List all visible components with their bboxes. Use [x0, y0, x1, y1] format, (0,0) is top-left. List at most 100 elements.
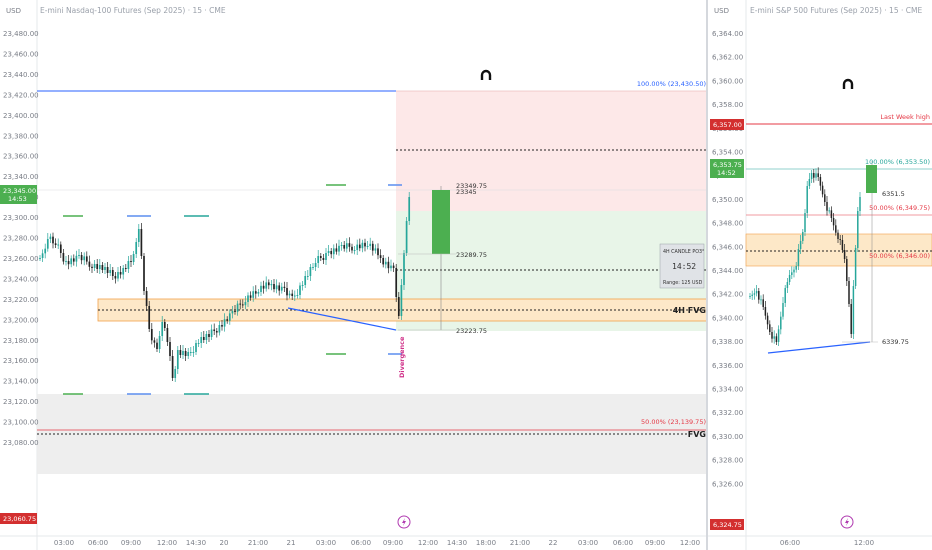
divergence-label: Divergence: [398, 336, 406, 378]
svg-text:6,324.75: 6,324.75: [713, 521, 742, 529]
candle-body: [387, 261, 390, 269]
candle-body: [808, 179, 811, 186]
left-chart-pane[interactable]: USD E-mini Nasdaq-100 Futures (Sep 2025)…: [0, 0, 706, 550]
candle-body: [788, 275, 791, 282]
candle-body: [405, 221, 408, 253]
candle-body: [124, 268, 127, 269]
right-time-axis[interactable]: 06:00 12:00: [780, 539, 874, 547]
price-tick: 23,160.00: [3, 357, 39, 365]
sp-magnet-icon[interactable]: [842, 78, 854, 89]
price-tick: 6,336.00: [712, 362, 743, 370]
candle-body: [830, 210, 833, 218]
time-tick: 22: [549, 539, 558, 547]
price-tick: 23,340.00: [3, 173, 39, 181]
svg-text:23,345.00: 23,345.00: [3, 187, 36, 195]
lightning-event-icon[interactable]: [397, 515, 411, 529]
candle-body: [782, 303, 784, 317]
4h-fvg-label: 4H FVG: [673, 306, 706, 315]
candle-body: [75, 255, 78, 262]
candle-body: [184, 351, 187, 356]
magnet-icon[interactable]: [480, 69, 492, 80]
candle-body: [771, 332, 773, 339]
candle-body: [106, 267, 109, 273]
right-last-price-badge: 6,353.75 14:52: [710, 159, 744, 178]
price-tick: 23,300.00: [3, 214, 39, 222]
time-tick: 14:30: [447, 539, 467, 547]
candle-body: [67, 261, 70, 265]
candle-body: [826, 202, 828, 211]
candle-body: [288, 293, 291, 296]
candle-body: [395, 268, 398, 297]
candle-body: [309, 267, 312, 276]
pane-divider[interactable]: [706, 0, 708, 550]
price-tick: 6,358.00: [712, 101, 743, 109]
price-tick: 23,200.00: [3, 316, 39, 324]
candle-body: [254, 291, 257, 294]
candle-body: [377, 248, 379, 256]
candle-body: [213, 329, 216, 331]
po3-high-label: 23349.75: [456, 182, 487, 190]
candle-body: [72, 258, 75, 262]
time-tick: 14:30: [186, 539, 206, 547]
nasdaq-chart[interactable]: USD E-mini Nasdaq-100 Futures (Sep 2025)…: [0, 0, 706, 550]
left-time-axis[interactable]: 03:00 06:00 09:00 12:00 14:30 20 21:00 21 03:00 0…: [54, 539, 700, 547]
sp500-candles: [749, 167, 861, 346]
time-tick: 21: [287, 539, 296, 547]
candle-body: [325, 253, 327, 260]
candle-body: [837, 232, 839, 239]
candle-body: [257, 292, 260, 294]
candle-body: [854, 248, 857, 286]
candle-body: [187, 352, 190, 356]
candle-body: [156, 342, 158, 349]
candle-body: [205, 334, 208, 340]
sp-lightning-event-icon[interactable]: [840, 515, 854, 529]
candle-body: [358, 244, 361, 249]
right-chart-pane[interactable]: USD E-mini S&P 500 Futures (Sep 2025) · …: [708, 0, 932, 550]
candle-body: [296, 295, 299, 296]
sp-po3-low-label: 6339.75: [882, 338, 909, 346]
right-low-badge: 6,324.75: [710, 519, 744, 530]
price-tick: 6,364.00: [712, 30, 743, 38]
candle-body: [221, 325, 223, 327]
candle-body: [65, 261, 67, 262]
time-tick: 06:00: [613, 539, 633, 547]
candle-body: [249, 295, 252, 298]
sp-divergence-line: [767, 341, 871, 354]
time-tick: 03:00: [578, 539, 598, 547]
candle-body: [841, 240, 844, 250]
left-price-axis[interactable]: 23,480.00 23,460.00 23,440.00 23,420.00 23,4…: [3, 30, 39, 447]
candle-body: [286, 288, 288, 296]
time-tick: 18:00: [476, 539, 496, 547]
nasdaq-candles: [39, 192, 411, 382]
candle-body: [802, 232, 804, 241]
candle-body: [145, 291, 148, 306]
candle-body: [382, 258, 385, 265]
time-tick: 12:00: [854, 539, 874, 547]
candle-body: [179, 350, 182, 355]
candle-body: [773, 336, 775, 339]
sp-fvg-zone: [745, 233, 932, 267]
candle-body: [804, 213, 806, 232]
sp500-chart[interactable]: USD E-mini S&P 500 Futures (Sep 2025) · …: [708, 0, 932, 550]
price-tick: 23,480.00: [3, 30, 39, 38]
candle-body: [283, 286, 286, 288]
candle-body: [197, 343, 200, 344]
candle-body: [319, 256, 322, 258]
candle-body: [223, 319, 226, 327]
time-tick: 12:00: [680, 539, 700, 547]
divergence-line: [287, 307, 397, 331]
po3-info-box[interactable]: 4H CANDLE PO3° 14:52 Range: 125 USD: [659, 243, 704, 289]
candle-body: [848, 281, 850, 304]
right-price-axis[interactable]: 6,364.006,362.006,360.006,358.006,356.00…: [712, 30, 743, 488]
candle-body: [356, 244, 359, 250]
candle-body: [810, 173, 813, 179]
candle-body: [231, 311, 234, 314]
candle-body: [403, 253, 405, 285]
candle-body: [314, 263, 317, 267]
price-tick: 6,340.00: [712, 314, 743, 322]
candle-body: [793, 269, 795, 273]
candle-body: [158, 336, 161, 349]
candle-body: [758, 291, 760, 300]
candle-body: [127, 261, 130, 269]
candle-body: [821, 185, 824, 195]
